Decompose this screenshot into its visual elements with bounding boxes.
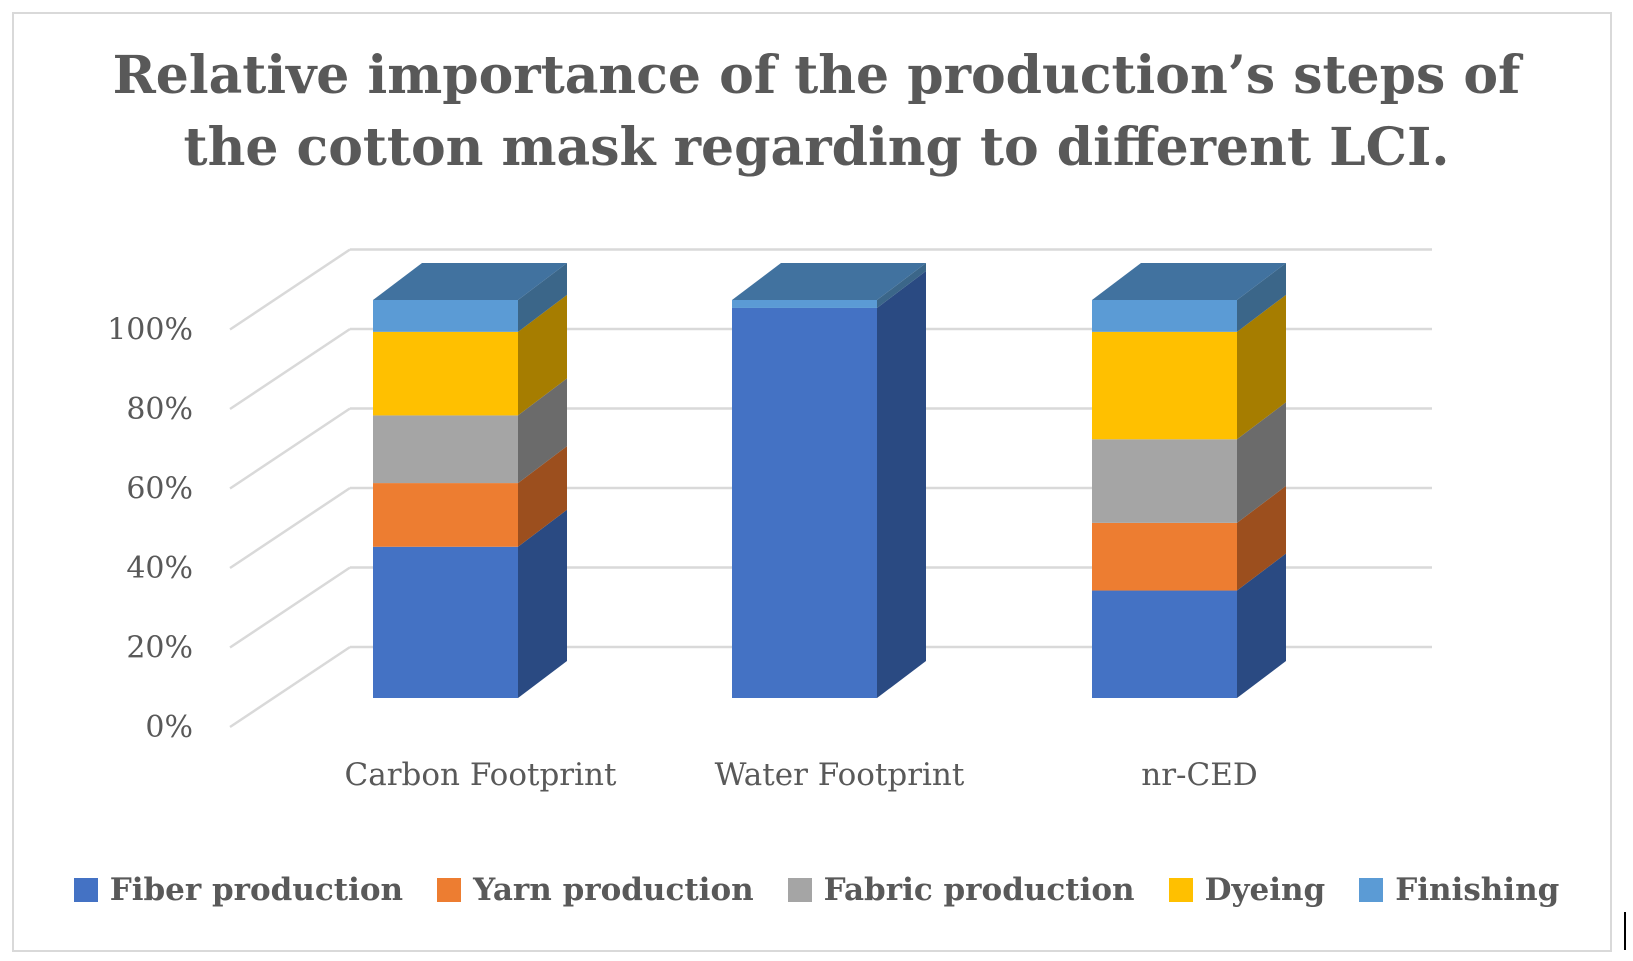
bar-segment: [373, 300, 518, 332]
bar-segment: [373, 331, 518, 416]
legend-label: Yarn production: [473, 872, 754, 908]
bar-segment: [1092, 522, 1237, 591]
grid-diagonal: [229, 248, 351, 331]
bar-segment: [373, 415, 518, 484]
bar-segment-side: [1237, 402, 1286, 523]
legend-label: Finishing: [1395, 872, 1560, 908]
legend-label: Fiber production: [109, 872, 404, 908]
bar-segment-side: [877, 270, 926, 698]
legend-swatch: [787, 878, 812, 902]
bar-segment-side: [518, 378, 567, 484]
y-tick-label: 40%: [126, 551, 193, 586]
grid-diagonal: [229, 327, 351, 411]
bar-segment: [1092, 590, 1237, 698]
bar-segment-side: [518, 294, 567, 416]
x-category-label: Water Footprint: [715, 757, 965, 793]
bar-segment: [732, 300, 877, 308]
bar-segment-side: [1237, 263, 1286, 332]
chart-legend: Fiber production Yarn production Fabric pr…: [0, 872, 1633, 908]
legend-swatch: [73, 878, 98, 902]
y-tick-label: 100%: [107, 313, 193, 348]
y-tick-label: 60%: [126, 472, 193, 507]
legend-label: Fabric production: [823, 872, 1135, 908]
bar-top: [732, 263, 926, 300]
bar-top: [1092, 263, 1286, 300]
corner-mark: [1624, 912, 1626, 950]
chart-title: Relative importance of the production’s …: [112, 45, 1521, 178]
bar-segment: [373, 483, 518, 547]
legend-swatch: [1359, 878, 1384, 902]
grid-diagonal: [229, 486, 351, 570]
bar-top: [373, 263, 567, 300]
bar-segment-side: [1237, 485, 1286, 591]
legend-item: Finishing: [1359, 872, 1559, 908]
bar-segment: [1092, 300, 1237, 332]
bar-segment-side: [518, 509, 567, 698]
legend-label: Dyeing: [1204, 872, 1326, 908]
legend-item: Dyeing: [1168, 872, 1326, 908]
y-tick-label: 0%: [145, 710, 193, 745]
legend-item: Yarn production: [437, 872, 754, 908]
y-tick-label: 80%: [126, 392, 193, 427]
legend-swatch: [437, 878, 462, 902]
bar-segment: [1092, 439, 1237, 523]
legend-swatch: [1168, 878, 1193, 902]
bar-segment: [373, 546, 518, 698]
bar-segment: [732, 307, 877, 698]
grid-diagonal: [229, 645, 351, 729]
grid-diagonal: [229, 407, 351, 490]
bar-segment-side: [877, 263, 926, 308]
legend-item: Fiber production: [73, 872, 404, 908]
legend-item: Fabric production: [787, 872, 1135, 908]
x-category-label: Carbon Footprint: [345, 757, 617, 793]
bar-segment: [1092, 331, 1237, 440]
bar-segment-side: [518, 263, 567, 332]
bar-segment-side: [518, 446, 567, 547]
bar-segment-side: [1237, 294, 1286, 440]
bar-segment-side: [1237, 553, 1286, 698]
y-tick-label: 20%: [126, 631, 193, 666]
grid-diagonal: [229, 566, 351, 649]
x-category-label: nr-CED: [1141, 757, 1257, 793]
